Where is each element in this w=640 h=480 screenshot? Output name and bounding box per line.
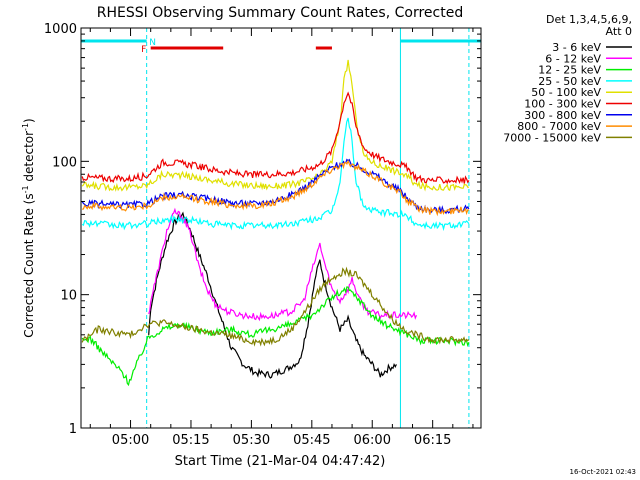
series-line-800-7000-kev [82, 159, 470, 217]
y-axis-ticks: 1 10 100 1000 [44, 22, 481, 437]
x-axis-ticks: 05:00 05:15 05:30 05:45 06:00 06:15 [89, 28, 474, 448]
legend-label: 800 - 7000 keV [517, 120, 601, 133]
x-tick-label: 05:45 [293, 433, 330, 448]
series-line-25-50-kev [81, 117, 470, 232]
legend-label: 7000 - 15000 keV [503, 131, 601, 144]
flare-flag-label: F [141, 45, 146, 55]
y-tick-label: 1000 [44, 22, 77, 37]
x-axis-label: Start Time (21-Mar-04 04:47:42) [175, 454, 386, 469]
series-line-6-12-kev [148, 207, 418, 322]
x-tick-label: 06:15 [414, 433, 451, 448]
y-tick-label: 10 [60, 289, 77, 304]
series-line-100-300-kev [81, 91, 470, 185]
legend-header-line-2: Att 0 [606, 25, 632, 38]
legend-label: 12 - 25 keV [538, 64, 601, 77]
y-tick-label: 1 [69, 422, 77, 437]
legend-label: 3 - 6 keV [552, 41, 601, 54]
legend-label: 100 - 300 keV [524, 98, 601, 111]
legend-header-line-1: Det 1,3,4,5,6,9, [546, 13, 632, 26]
x-tick-label: 05:15 [172, 433, 209, 448]
series-line-7000-15000-kev [81, 266, 470, 347]
legend-label: 50 - 100 keV [531, 86, 601, 99]
legend-label: 6 - 12 keV [545, 52, 601, 65]
plot-frame [80, 27, 482, 429]
legend-label: 25 - 50 keV [538, 75, 601, 88]
chart-title: RHESSI Observing Summary Count Rates, Co… [97, 5, 463, 21]
x-tick-label: 05:30 [233, 433, 270, 448]
generation-timestamp: 16-Oct-2021 02:43 [570, 468, 636, 476]
legend-label: 300 - 800 keV [524, 109, 601, 122]
plot-area: NF [80, 27, 482, 429]
series-line-50-100-kev [81, 59, 469, 192]
x-tick-label: 05:00 [112, 433, 149, 448]
x-tick-label: 06:00 [354, 433, 391, 448]
series-line-12-25-kev [81, 286, 470, 387]
series-line-300-800-kev [81, 158, 470, 215]
y-tick-label: 100 [52, 155, 77, 170]
y-axis-label: Corrected Count Rate (s-1 detector-1) [21, 118, 36, 337]
night-flag-label: N [149, 38, 156, 48]
